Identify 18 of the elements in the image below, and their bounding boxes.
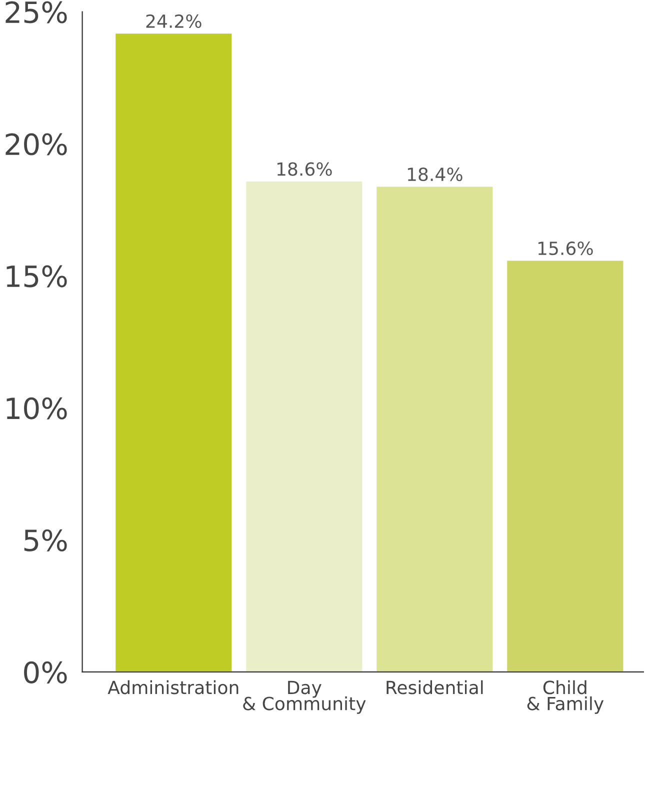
y-tick-label: 20% [6, 133, 67, 156]
bar [114, 32, 234, 672]
data-label: 18.4% [408, 168, 462, 182]
x-tick-label: Day & Community [243, 680, 366, 714]
x-tick-label: Administration [108, 680, 238, 694]
y-tick-label: 25% [6, 1, 67, 24]
y-tick-label: 10% [6, 397, 67, 420]
y-tick-label: 5% [24, 529, 67, 552]
data-label: 24.2% [146, 14, 202, 28]
y-tick-label: 0% [24, 661, 67, 684]
y-tick-label: 15% [6, 265, 67, 288]
bar [244, 180, 364, 672]
x-tick-label: Residential [386, 680, 483, 694]
data-label: 15.6% [538, 241, 593, 256]
bar [375, 185, 494, 672]
data-label: 18.6% [277, 162, 332, 176]
x-tick-label: Child & Family [527, 680, 604, 714]
bar [506, 259, 625, 672]
